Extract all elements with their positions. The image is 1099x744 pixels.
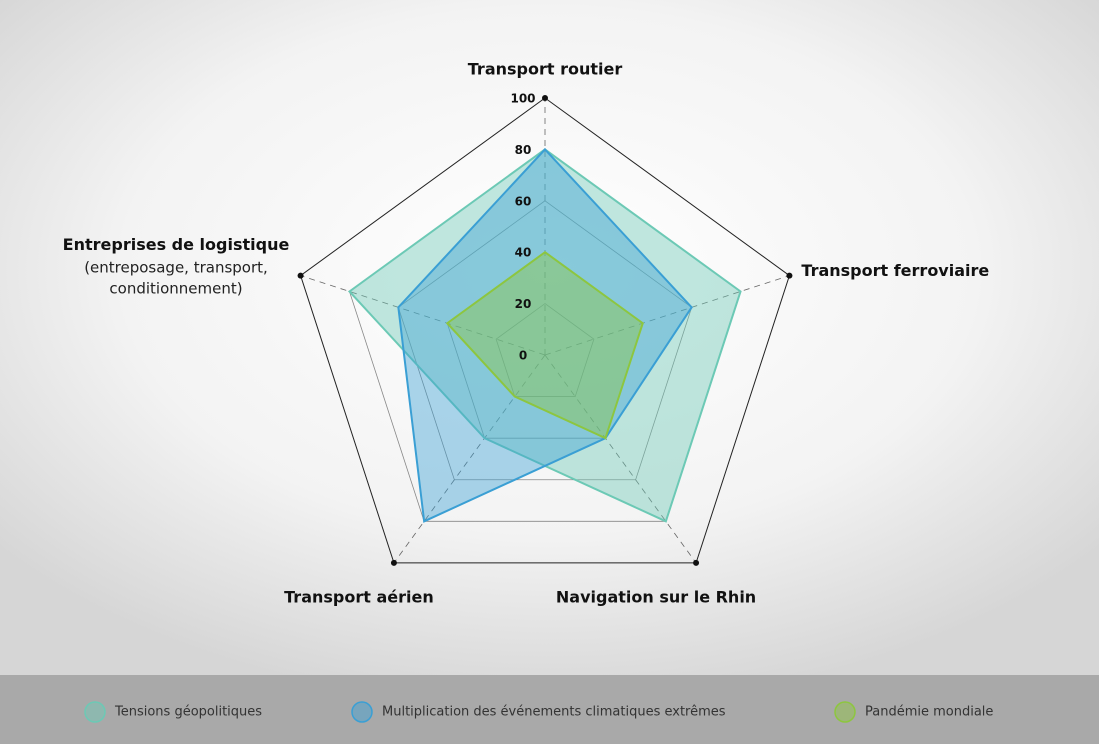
axis-line xyxy=(393,354,546,564)
y-tick-label: 20 xyxy=(515,297,532,311)
axis-line xyxy=(544,354,697,564)
axis-end-dot xyxy=(390,559,397,566)
y-tick-label: 100 xyxy=(510,92,535,106)
y-tick-label: 0 xyxy=(519,349,527,363)
legend-swatch xyxy=(834,701,856,723)
legend-band xyxy=(0,675,1099,744)
category-note: (entreposage, transport, conditionnement) xyxy=(84,258,268,297)
legend-label: Pandémie mondiale xyxy=(865,705,993,720)
note-line: (entreposage, transport, xyxy=(84,258,268,276)
category-label: Navigation sur le Rhin xyxy=(556,587,756,606)
legend-label: Multiplication des événements climatique… xyxy=(382,705,726,720)
y-tick-label: 40 xyxy=(515,246,532,260)
category-label: Entreprises de logistique xyxy=(63,235,290,254)
axis-line xyxy=(300,275,546,356)
series-area xyxy=(347,148,742,523)
axis-end-dot xyxy=(542,95,548,101)
category-label: Transport aérien xyxy=(284,587,434,606)
grid-ring xyxy=(299,97,791,564)
grid-ring xyxy=(397,200,693,481)
series-area xyxy=(445,250,644,440)
y-tick-label: 80 xyxy=(515,143,532,157)
legend-label: Tensions géopolitiques xyxy=(114,705,262,720)
category-label: Transport routier xyxy=(468,60,623,79)
grid-ring xyxy=(495,303,595,397)
category-label: Transport ferroviaire xyxy=(801,261,989,280)
note-line: conditionnement) xyxy=(109,279,242,297)
axis-end-dot xyxy=(786,272,793,279)
y-tick-label: 60 xyxy=(515,194,532,208)
axis-line xyxy=(544,275,790,356)
legend-swatch xyxy=(84,701,106,723)
series-area xyxy=(397,147,693,523)
legend-swatch xyxy=(351,701,373,723)
axis-end-dot xyxy=(693,559,700,566)
axis-end-dot xyxy=(297,272,304,279)
